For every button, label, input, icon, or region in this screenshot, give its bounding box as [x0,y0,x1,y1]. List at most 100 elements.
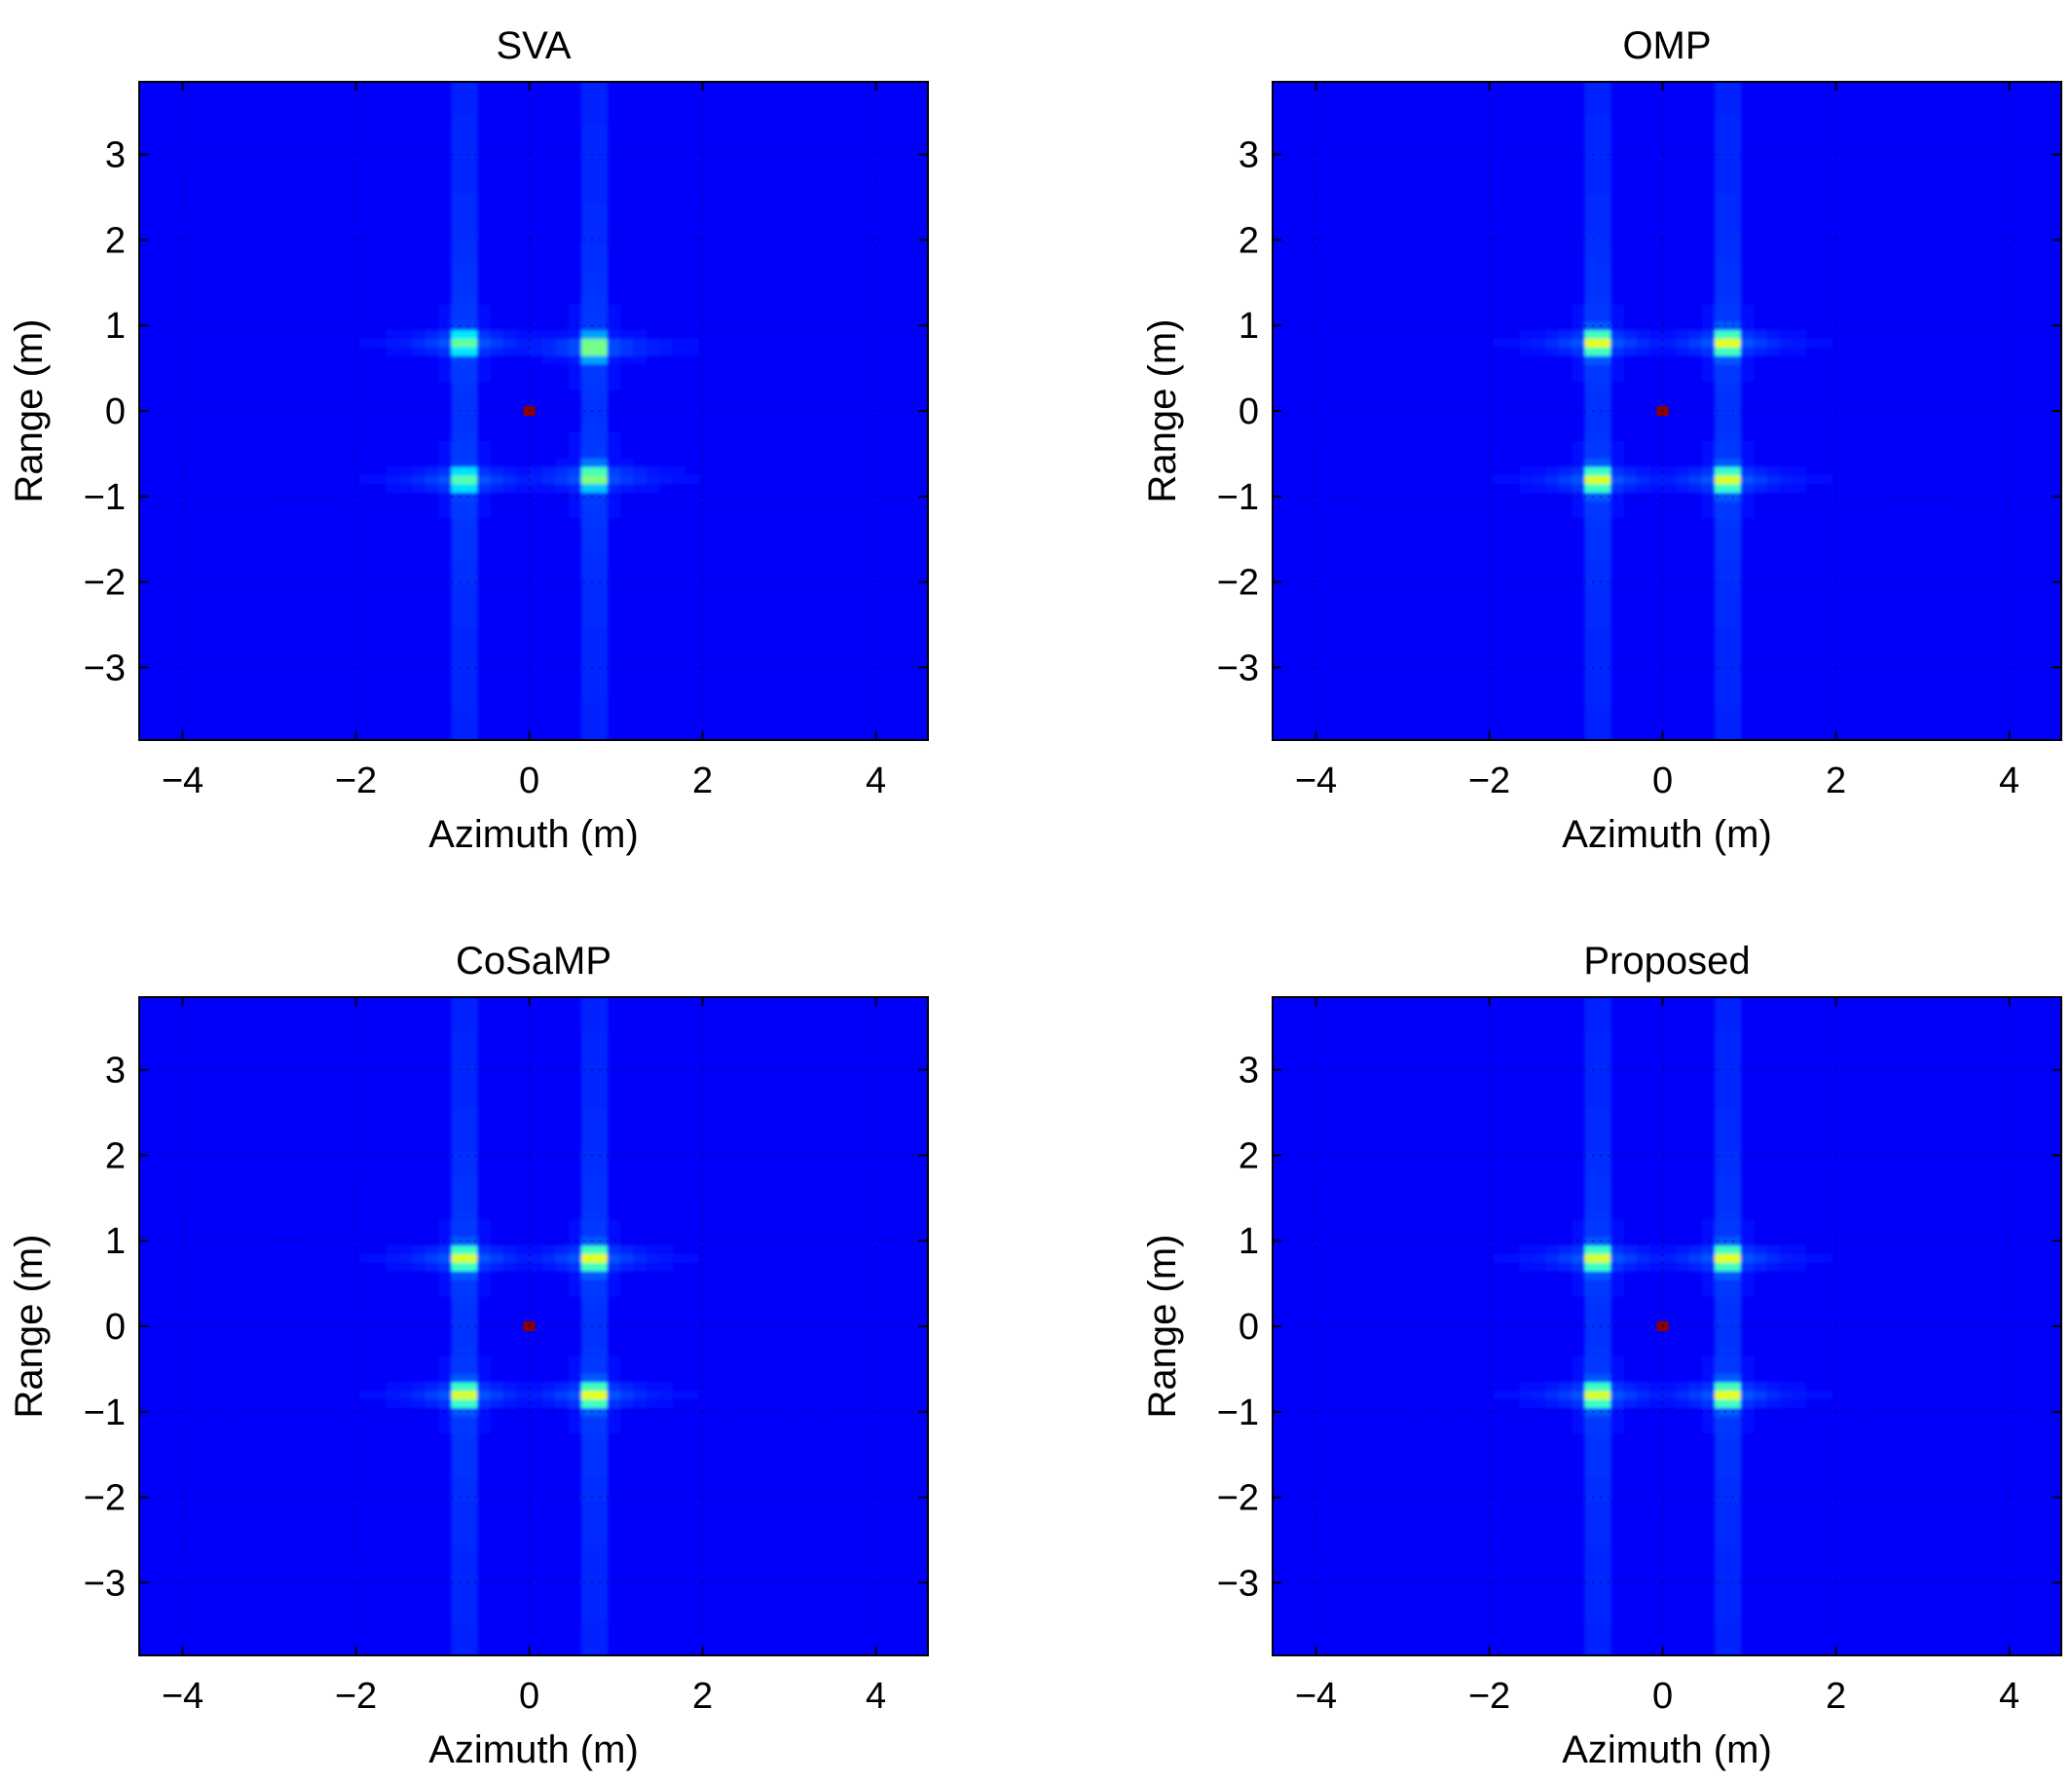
heatmap-cell [1714,671,1728,682]
heatmap-cell [580,1527,595,1537]
heatmap-cell [1572,474,1586,485]
y-tick-label: 2 [1239,1135,1259,1176]
heatmap-cell [1727,243,1742,254]
heatmap-cell [1662,474,1677,485]
heatmap-cell [451,354,465,365]
heatmap-cell [1636,483,1650,494]
heatmap-cell [1727,1091,1742,1100]
heatmap-cell [1727,347,1742,356]
heatmap-cell [580,1561,595,1571]
heatmap-cell [463,535,478,544]
heatmap-cell [1818,1253,1832,1263]
heatmap-cell [451,1039,465,1050]
heatmap-cell [1649,474,1664,485]
heatmap-cell [1793,329,1807,339]
heatmap-cell [1805,474,1820,485]
heatmap-cell [1597,1305,1611,1315]
heatmap-cell [1584,1287,1599,1297]
heatmap-cell [580,1620,595,1631]
heatmap-cell [1584,1475,1599,1486]
heatmap-cell [1714,1219,1728,1229]
heatmap-cell [1714,175,1728,185]
heatmap-cell [1597,132,1611,143]
heatmap-cell [438,347,453,356]
heatmap-cell [1766,1398,1781,1409]
heatmap-cell [477,474,492,485]
y-tick-label: 1 [105,306,126,347]
heatmap-cell [541,354,556,365]
heatmap-cell [580,415,595,425]
heatmap-cell [1740,449,1755,459]
heatmap-cell [607,372,621,382]
heatmap-cell [1597,1193,1611,1204]
heatmap-cell [1584,1620,1599,1631]
heatmap-cell [568,1253,582,1263]
heatmap-cell [438,1262,453,1272]
heatmap-cell [594,431,609,442]
heatmap-cell [594,517,609,528]
heatmap-cell [1597,1074,1611,1084]
heatmap-cell [1584,1518,1599,1528]
heatmap-cell [594,1065,609,1075]
heatmap-cell [1727,551,1742,562]
heatmap-cell [451,1236,465,1246]
heatmap-cell [594,184,609,194]
y-tick-label: −3 [84,1563,126,1604]
heatmap-cell [529,483,543,494]
heatmap-cell [1727,526,1742,536]
heatmap-cell [1558,329,1572,339]
heatmap-cell [580,1432,595,1443]
heatmap-cell [580,1321,595,1331]
heatmap-cell [594,714,609,724]
heatmap-cell [463,1382,478,1392]
heatmap-cell [451,1441,465,1451]
heatmap-cell [1740,304,1755,314]
heatmap-cell [580,1578,595,1588]
heatmap-cell [1572,338,1586,348]
heatmap-cell [1701,1262,1716,1272]
heatmap-cell [1584,415,1599,425]
heatmap-cell [451,1561,465,1571]
heatmap-cell [451,82,465,92]
heatmap-cell [1740,466,1755,476]
heatmap-cell [399,347,413,356]
heatmap-cell [1597,354,1611,365]
heatmap-cell [438,1416,453,1426]
heatmap-cell [451,697,465,707]
heatmap-cell [451,124,465,134]
heatmap-cell [1727,1279,1742,1289]
heatmap-cell [1701,1416,1716,1426]
heatmap-cell [1584,1424,1599,1434]
heatmap-cell [425,347,439,356]
heatmap-cell [594,1330,609,1340]
heatmap-cell [594,1296,609,1306]
heatmap-cell [594,201,609,211]
heatmap-cell [451,1459,465,1468]
heatmap-cell [594,1305,609,1315]
heatmap-cell [568,501,582,510]
heatmap-cell [451,390,465,399]
heatmap-cell [1597,1296,1611,1306]
heatmap-cell [1714,1039,1728,1050]
heatmap-cell [1754,329,1767,339]
heatmap-cell [1727,1501,1742,1511]
heatmap-cell [594,680,609,689]
heatmap-cell [1727,98,1742,108]
heatmap-cell [1714,705,1728,716]
heatmap-cell [1623,483,1638,494]
heatmap-cell [594,1313,609,1323]
heatmap-cell [1623,1244,1638,1254]
heatmap-cell [555,1262,570,1272]
heatmap-cell [580,363,595,374]
heatmap-cell [1597,492,1611,501]
heatmap-cell [1662,466,1677,476]
x-tick-label: 4 [866,761,886,801]
heatmap-cell [594,1116,609,1127]
heatmap-cell [1727,1364,1742,1374]
heatmap-cell [594,1578,609,1588]
heatmap-cell [1701,363,1716,374]
heatmap-cell [1714,347,1728,356]
heatmap-cell [1545,474,1560,485]
heatmap-cell [1766,338,1781,348]
heatmap-cell [1701,1398,1716,1409]
